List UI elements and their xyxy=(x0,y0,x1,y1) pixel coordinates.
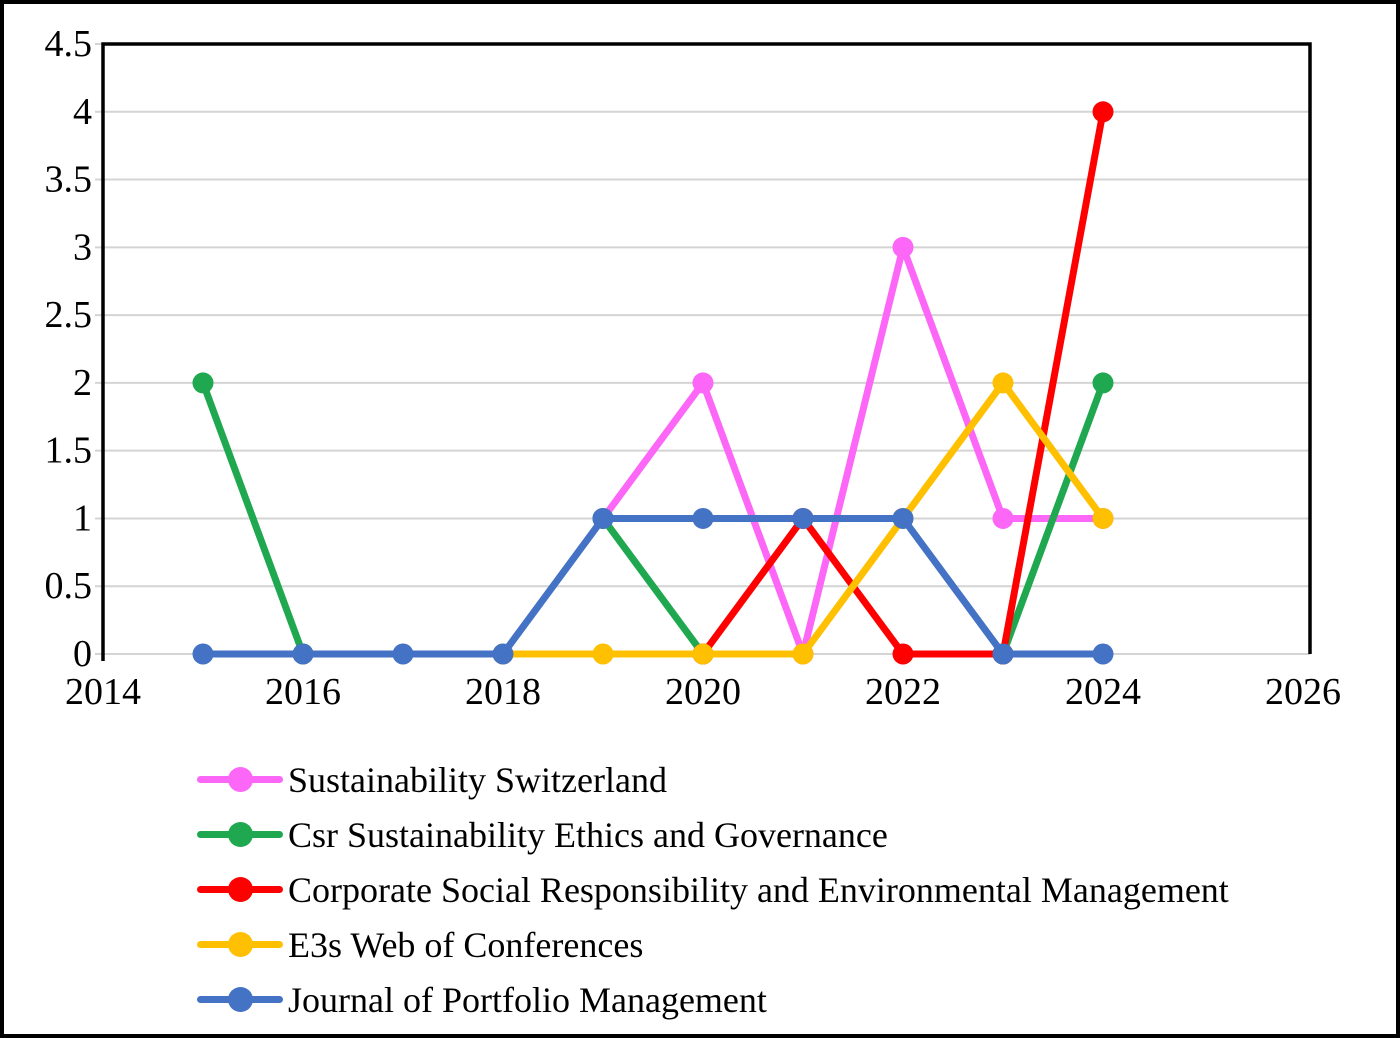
y-tick-label: 0 xyxy=(73,633,92,675)
legend-line-marker xyxy=(197,987,283,1013)
series-line xyxy=(599,243,1107,658)
series-line xyxy=(999,379,1107,658)
data-point xyxy=(792,643,814,665)
x-tick-label: 2026 xyxy=(1265,671,1341,713)
y-tick-label: 4 xyxy=(73,91,92,133)
legend-item-e3s-web-of-conferences: E3s Web of Conferences xyxy=(197,917,1396,972)
legend-item-label: Corporate Social Responsibility and Envi… xyxy=(288,869,1229,910)
x-tick-label: 2018 xyxy=(465,671,541,713)
data-point xyxy=(892,507,914,529)
data-point xyxy=(1092,372,1114,394)
x-tick-label: 2024 xyxy=(1065,671,1141,713)
legend-item-corporate-social-responsibility-and-environmental-management: Corporate Social Responsibility and Envi… xyxy=(197,862,1396,917)
y-tick-label: 1 xyxy=(73,497,92,539)
data-point xyxy=(692,372,714,394)
y-tick-label: 2.5 xyxy=(45,294,93,336)
data-point xyxy=(492,643,514,665)
x-tick-label: 2014 xyxy=(65,671,141,713)
data-point xyxy=(392,643,414,665)
x-tick-label: 2020 xyxy=(665,671,741,713)
legend-line-marker xyxy=(197,877,283,903)
data-point xyxy=(992,372,1014,394)
data-point xyxy=(192,643,214,665)
legend-item-label: Journal of Portfolio Management xyxy=(288,979,767,1020)
line-chart-plot: 2014 2016 2018 2020 2022 2024 2026 4.5 4 3.5 3 2.5 2… xyxy=(45,23,1342,713)
legend-item-csr-sustainability-ethics-and-governance: Csr Sustainability Ethics and Governance xyxy=(197,807,1396,862)
legend-item-label: E3s Web of Conferences xyxy=(288,924,644,965)
data-point xyxy=(1092,643,1114,665)
data-point xyxy=(1092,507,1114,529)
y-tick-label: 3 xyxy=(73,226,92,268)
series-line xyxy=(199,379,307,658)
data-point xyxy=(192,372,214,394)
y-tick-label: 1.5 xyxy=(45,430,93,472)
legend-item-sustainability-switzerland: Sustainability Switzerland xyxy=(197,752,1396,807)
data-point xyxy=(292,643,314,665)
data-point xyxy=(592,507,614,529)
data-point xyxy=(892,643,914,665)
x-tick-label: 2016 xyxy=(265,671,341,713)
y-tick-label: 3.5 xyxy=(45,159,93,201)
series-line xyxy=(199,514,1107,658)
data-point xyxy=(892,236,914,258)
x-tick-label: 2022 xyxy=(865,671,941,713)
y-tick-label: 2 xyxy=(73,362,92,404)
legend-line-marker xyxy=(197,822,283,848)
gridlines xyxy=(95,43,1310,655)
plot-border xyxy=(101,42,1312,661)
x-axis-labels: 2014 2016 2018 2020 2022 2024 2026 xyxy=(65,671,1341,713)
data-point xyxy=(692,643,714,665)
legend-item-journal-of-portfolio-management: Journal of Portfolio Management xyxy=(197,972,1396,1027)
series-journal-of-portfolio-management xyxy=(192,507,1114,665)
y-axis-labels: 4.5 4 3.5 3 2.5 2 1.5 1 0.5 0 xyxy=(45,23,93,675)
legend-line-marker xyxy=(197,767,283,793)
legend-item-label: Csr Sustainability Ethics and Governance xyxy=(288,814,888,855)
chart-legend: Sustainability Switzerland Csr Sustainabi… xyxy=(4,726,1396,1027)
y-tick-label: 0.5 xyxy=(45,565,93,607)
legend-line-marker xyxy=(197,932,283,958)
legend-item-label: Sustainability Switzerland xyxy=(288,759,667,800)
data-point xyxy=(592,643,614,665)
data-point xyxy=(992,507,1014,529)
data-point xyxy=(992,643,1014,665)
series-line xyxy=(599,514,707,658)
data-point xyxy=(1092,101,1114,123)
data-point xyxy=(792,507,814,529)
y-tick-label: 4.5 xyxy=(45,23,93,65)
data-point xyxy=(692,507,714,529)
